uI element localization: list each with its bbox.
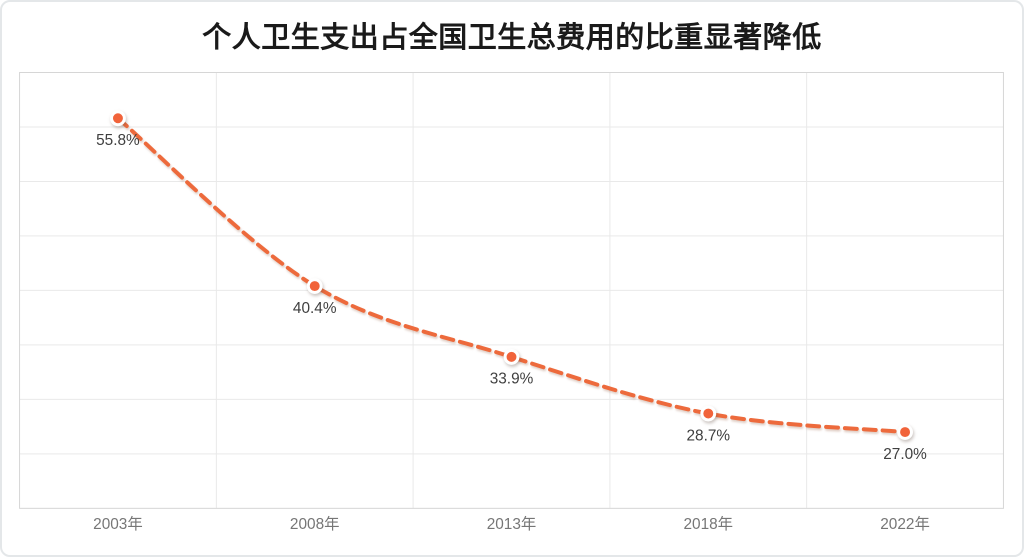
data-point-marker [110, 110, 126, 127]
data-label: 27.0% [883, 446, 927, 463]
series-line [115, 116, 908, 435]
data-label: 28.7% [686, 427, 730, 444]
chart-title: 个人卫生支出占全国卫生总费用的比重显著降低 [202, 22, 822, 54]
plot-border [19, 71, 1004, 509]
x-axis-label: 2003年 [93, 515, 143, 533]
x-axis-label: 2008年 [290, 515, 340, 533]
data-point-marker [306, 278, 323, 294]
data-point-marker [503, 348, 520, 365]
x-axis-label: 2013年 [487, 515, 537, 533]
x-axis-label: 2022年 [880, 515, 930, 533]
x-axis-label: 2018年 [683, 515, 733, 533]
data-label: 33.9% [490, 371, 534, 388]
data-point-marker [897, 424, 913, 441]
data-label: 40.4% [293, 300, 337, 317]
data-label: 55.8% [96, 132, 140, 149]
data-point-marker [700, 405, 717, 422]
